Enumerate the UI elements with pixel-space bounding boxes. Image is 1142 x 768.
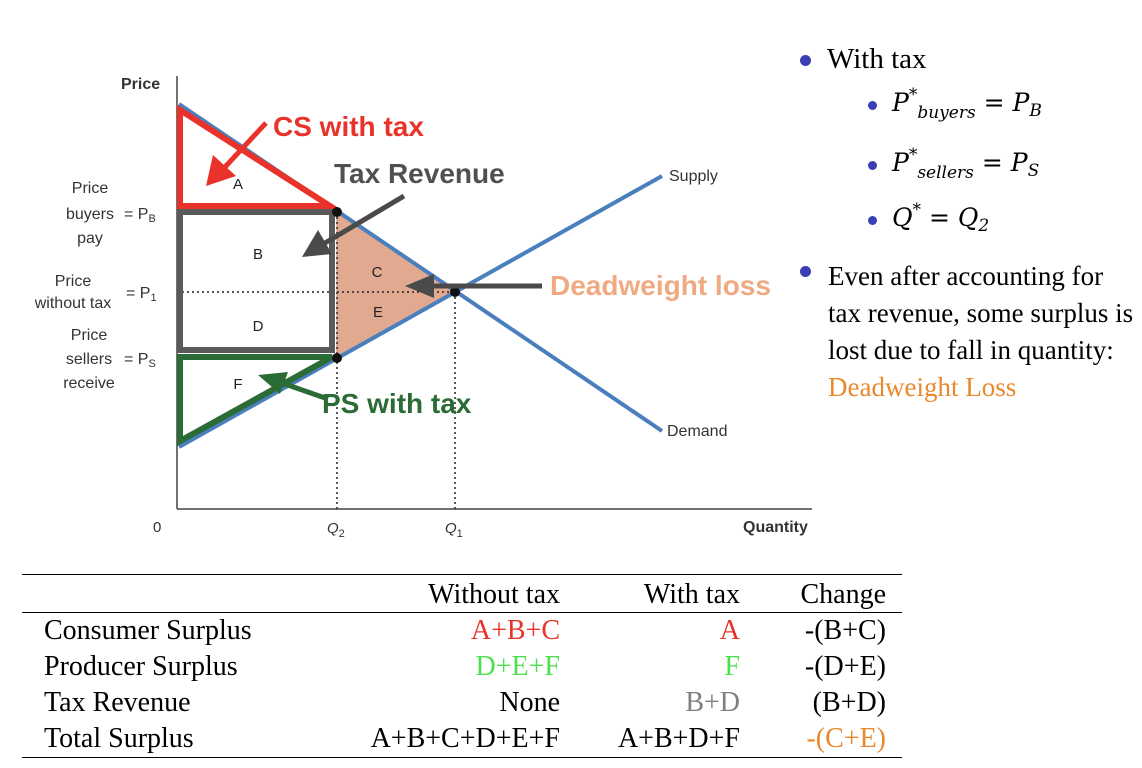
buyers-price-point: [332, 207, 342, 217]
row-label: Tax Revenue: [44, 687, 191, 718]
table-row: Producer Surplus D+E+F F -(D+E): [22, 649, 902, 685]
bullet-dot: [800, 55, 811, 66]
ps-arrow: [281, 380, 329, 402]
region-a-label: A: [233, 176, 243, 193]
row-label: Total Surplus: [44, 723, 194, 754]
table-row: Tax Revenue None B+D (B+D): [22, 685, 902, 721]
ps-with-tax-outline: [177, 354, 334, 447]
q2-tick-label: Q2: [327, 520, 345, 540]
cs-arrow: [223, 121, 268, 169]
tax-revenue-label: Tax Revenue: [334, 158, 505, 189]
cell-change: (B+D): [812, 687, 886, 718]
header-without-tax: Without tax: [428, 579, 560, 610]
cell-with-tax: A+B+D+F: [617, 723, 740, 754]
region-c-label: C: [372, 264, 383, 281]
region-d-label: D: [253, 318, 264, 335]
bullet-dot: [868, 216, 877, 225]
ps-tick-label: = PS: [124, 351, 156, 370]
price-sellers-line1: Price: [71, 327, 108, 344]
cs-arrow-head: [206, 155, 236, 186]
price-sellers-line2: sellers: [66, 351, 112, 368]
cell-with-tax: F: [724, 651, 740, 682]
supply-label: Supply: [669, 168, 718, 185]
sellers-price-point: [332, 353, 342, 363]
region-b-label: B: [253, 246, 263, 263]
region-e-label: E: [373, 304, 383, 321]
header-with-tax: With tax: [643, 579, 740, 610]
origin-label: 0: [153, 519, 161, 536]
q1-tick-label: Q1: [445, 520, 463, 540]
surplus-summary-table: Without tax With tax Change Consumer Sur…: [22, 574, 902, 758]
cell-with-tax: B+D: [685, 687, 740, 718]
quantity-equation: Q* = Q2: [892, 200, 990, 236]
pb-tick-label: = PB: [124, 206, 156, 225]
row-label: Consumer Surplus: [44, 615, 252, 646]
region-f-label: F: [233, 376, 242, 393]
buyers-price-equation: P*buyers = PB: [892, 85, 1042, 123]
cell-without-tax: None: [499, 687, 560, 718]
demand-label: Demand: [667, 423, 727, 440]
cell-without-tax: A+B+C: [470, 615, 560, 646]
ps-with-tax-label: PS with tax: [322, 388, 472, 419]
price-notax-line2: without tax: [34, 295, 111, 312]
cell-without-tax: A+B+C+D+E+F: [370, 723, 560, 754]
bullet-dot: [868, 101, 877, 110]
ps-arrow-head: [258, 372, 288, 394]
price-sellers-line3: receive: [63, 375, 115, 392]
deadweight-explanation: Even after accounting for tax revenue, s…: [828, 261, 1134, 402]
row-label: Producer Surplus: [44, 651, 238, 682]
cs-with-tax-label: CS with tax: [273, 111, 424, 142]
equilibrium-point: [450, 287, 460, 297]
cell-without-tax: D+E+F: [475, 651, 560, 682]
deadweight-loss-label: Deadweight loss: [550, 270, 771, 301]
cell-change: -(D+E): [804, 651, 886, 682]
cs-with-tax-outline: [177, 104, 341, 209]
cell-change: -(B+C): [804, 615, 886, 646]
tax-arrow-head: [302, 230, 332, 257]
price-buyers-line2: buyers: [66, 206, 114, 223]
table-row: Consumer Surplus A+B+C A -(B+C): [22, 613, 902, 650]
cell-with-tax: A: [719, 615, 740, 646]
cell-change: -(C+E): [806, 723, 886, 754]
table-header-row: Without tax With tax Change: [22, 574, 902, 613]
tax-revenue-outline: [177, 209, 335, 353]
table-row: Total Surplus A+B+C+D+E+F A+B+D+F -(C+E): [22, 721, 902, 758]
tax-arrow: [323, 193, 406, 246]
price-buyers-line1: Price: [72, 180, 109, 197]
sellers-price-equation: P*sellers = PS: [892, 145, 1040, 183]
bullet-dot: [800, 266, 811, 277]
bullet-dot: [868, 161, 877, 170]
dwl-arrow-head: [405, 274, 434, 298]
price-buyers-line3: pay: [77, 230, 103, 247]
y-axis-label: Price: [121, 76, 160, 93]
p1-tick-label: = P1: [126, 285, 157, 304]
supply-curve: [178, 174, 663, 449]
header-change: Change: [800, 579, 886, 610]
with-tax-heading: With tax: [827, 43, 927, 75]
x-axis-label: Quantity: [743, 519, 808, 536]
price-notax-line1: Price: [55, 273, 92, 290]
deadweight-loss-term: Deadweight Loss: [828, 372, 1017, 402]
header-blank: [22, 575, 334, 613]
